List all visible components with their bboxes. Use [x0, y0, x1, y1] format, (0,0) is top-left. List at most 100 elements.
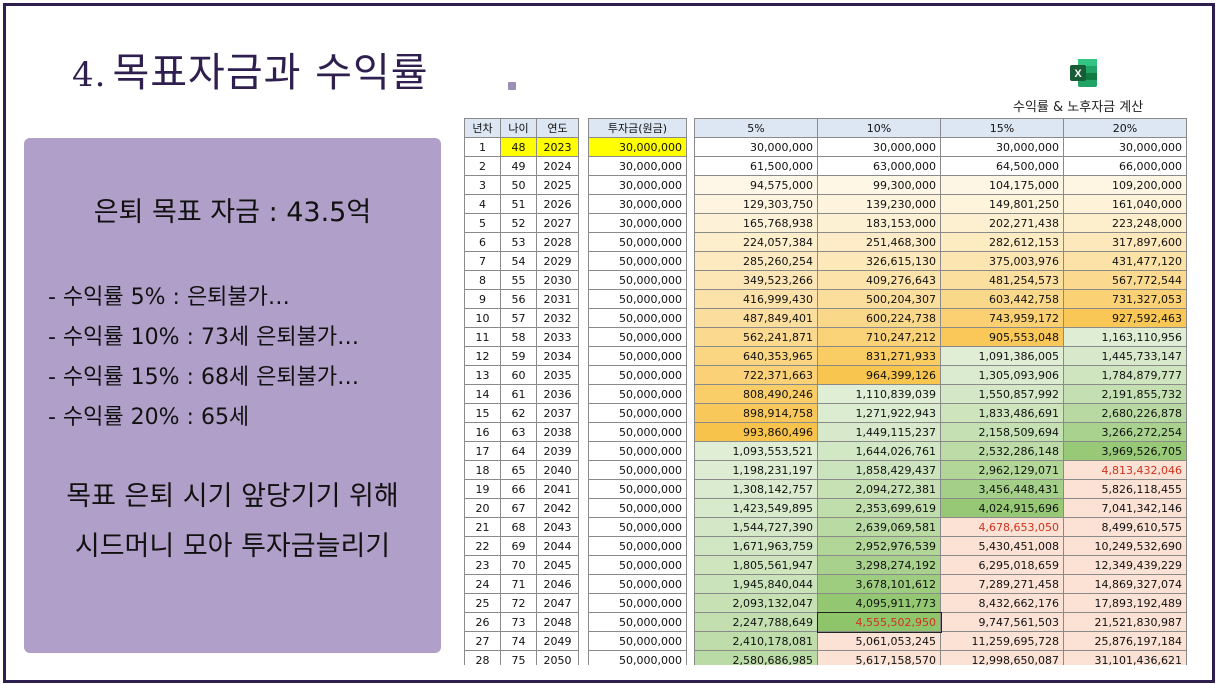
balance-cell[interactable]: 500,204,307 — [817, 289, 941, 309]
balance-cell[interactable]: 104,175,000 — [940, 175, 1064, 195]
balance-cell[interactable]: 8,432,662,176 — [940, 593, 1064, 613]
balance-cell[interactable]: 1,449,115,237 — [817, 422, 941, 442]
balance-cell[interactable]: 808,490,246 — [694, 384, 818, 404]
age-cell[interactable]: 74 — [500, 631, 537, 651]
calendar-year-cell[interactable]: 2024 — [536, 156, 579, 176]
balance-cell[interactable]: 481,254,573 — [940, 270, 1064, 290]
balance-cell[interactable]: 2,580,686,985 — [694, 650, 818, 665]
balance-cell[interactable]: 63,000,000 — [817, 156, 941, 176]
calendar-year-cell[interactable]: 2043 — [536, 517, 579, 537]
investment-cell[interactable]: 50,000,000 — [588, 289, 687, 309]
balance-cell[interactable]: 5,826,118,455 — [1063, 479, 1187, 499]
calendar-year-cell[interactable]: 2047 — [536, 593, 579, 613]
balance-cell[interactable]: 6,295,018,659 — [940, 555, 1064, 575]
calendar-year-cell[interactable]: 2042 — [536, 498, 579, 518]
investment-cell[interactable]: 30,000,000 — [588, 175, 687, 195]
age-cell[interactable]: 63 — [500, 422, 537, 442]
year-cell[interactable]: 19 — [464, 479, 501, 499]
investment-cell[interactable]: 30,000,000 — [588, 156, 687, 176]
balance-cell[interactable]: 5,617,158,570 — [817, 650, 941, 665]
age-cell[interactable]: 73 — [500, 612, 537, 632]
balance-cell[interactable]: 7,289,271,458 — [940, 574, 1064, 594]
balance-cell[interactable]: 61,500,000 — [694, 156, 818, 176]
balance-cell[interactable]: 2,639,069,581 — [817, 517, 941, 537]
balance-cell[interactable]: 1,644,026,761 — [817, 441, 941, 461]
year-cell[interactable]: 1 — [464, 137, 501, 157]
age-cell[interactable]: 53 — [500, 232, 537, 252]
balance-cell[interactable]: 224,057,384 — [694, 232, 818, 252]
balance-cell[interactable]: 14,869,327,074 — [1063, 574, 1187, 594]
investment-cell[interactable]: 50,000,000 — [588, 479, 687, 499]
age-cell[interactable]: 68 — [500, 517, 537, 537]
age-cell[interactable]: 69 — [500, 536, 537, 556]
balance-cell[interactable]: 2,191,855,732 — [1063, 384, 1187, 404]
calendar-year-cell[interactable]: 2029 — [536, 251, 579, 271]
balance-cell[interactable]: 165,768,938 — [694, 213, 818, 233]
balance-cell[interactable]: 487,849,401 — [694, 308, 818, 328]
balance-cell[interactable]: 25,876,197,184 — [1063, 631, 1187, 651]
year-cell[interactable]: 15 — [464, 403, 501, 423]
investment-cell[interactable]: 30,000,000 — [588, 194, 687, 214]
balance-cell[interactable]: 2,680,226,878 — [1063, 403, 1187, 423]
year-cell[interactable]: 22 — [464, 536, 501, 556]
balance-cell[interactable]: 993,860,496 — [694, 422, 818, 442]
year-cell[interactable]: 24 — [464, 574, 501, 594]
balance-cell[interactable]: 898,914,758 — [694, 403, 818, 423]
investment-cell[interactable]: 50,000,000 — [588, 650, 687, 665]
balance-cell[interactable]: 1,550,857,992 — [940, 384, 1064, 404]
balance-cell[interactable]: 109,200,000 — [1063, 175, 1187, 195]
balance-cell[interactable]: 1,305,093,906 — [940, 365, 1064, 385]
balance-cell[interactable]: 4,095,911,773 — [817, 593, 941, 613]
balance-cell[interactable]: 1,671,963,759 — [694, 536, 818, 556]
balance-cell[interactable]: 7,041,342,146 — [1063, 498, 1187, 518]
calendar-year-cell[interactable]: 2049 — [536, 631, 579, 651]
balance-cell[interactable]: 64,500,000 — [940, 156, 1064, 176]
year-cell[interactable]: 9 — [464, 289, 501, 309]
balance-cell[interactable]: 12,349,439,229 — [1063, 555, 1187, 575]
year-cell[interactable]: 12 — [464, 346, 501, 366]
age-cell[interactable]: 61 — [500, 384, 537, 404]
balance-cell[interactable]: 349,523,266 — [694, 270, 818, 290]
balance-cell[interactable]: 21,521,830,987 — [1063, 612, 1187, 632]
balance-cell[interactable]: 223,248,000 — [1063, 213, 1187, 233]
calendar-year-cell[interactable]: 2027 — [536, 213, 579, 233]
balance-cell[interactable]: 600,224,738 — [817, 308, 941, 328]
balance-cell[interactable]: 5,430,451,008 — [940, 536, 1064, 556]
balance-cell[interactable]: 129,303,750 — [694, 194, 818, 214]
balance-cell[interactable]: 3,678,101,612 — [817, 574, 941, 594]
balance-cell[interactable]: 567,772,544 — [1063, 270, 1187, 290]
balance-cell[interactable]: 4,555,502,950 — [816, 611, 942, 633]
balance-cell[interactable]: 2,410,178,081 — [694, 631, 818, 651]
balance-cell[interactable]: 2,952,976,539 — [817, 536, 941, 556]
calendar-year-cell[interactable]: 2035 — [536, 365, 579, 385]
investment-cell[interactable]: 50,000,000 — [588, 232, 687, 252]
balance-cell[interactable]: 4,813,432,046 — [1063, 460, 1187, 480]
calendar-year-cell[interactable]: 2032 — [536, 308, 579, 328]
balance-cell[interactable]: 202,271,438 — [940, 213, 1064, 233]
year-cell[interactable]: 16 — [464, 422, 501, 442]
excel-icon[interactable]: X — [1070, 58, 1098, 88]
balance-cell[interactable]: 1,858,429,437 — [817, 460, 941, 480]
balance-cell[interactable]: 282,612,153 — [940, 232, 1064, 252]
investment-cell[interactable]: 50,000,000 — [588, 517, 687, 537]
age-cell[interactable]: 57 — [500, 308, 537, 328]
investment-cell[interactable]: 50,000,000 — [588, 555, 687, 575]
calendar-year-cell[interactable]: 2040 — [536, 460, 579, 480]
year-cell[interactable]: 5 — [464, 213, 501, 233]
balance-cell[interactable]: 4,678,653,050 — [940, 517, 1064, 537]
year-cell[interactable]: 20 — [464, 498, 501, 518]
investment-cell[interactable]: 50,000,000 — [588, 574, 687, 594]
balance-cell[interactable]: 3,969,526,705 — [1063, 441, 1187, 461]
column-header[interactable]: 20% — [1063, 118, 1187, 138]
balance-cell[interactable]: 905,553,048 — [940, 327, 1064, 347]
calendar-year-cell[interactable]: 2023 — [536, 137, 579, 157]
column-header[interactable]: 5% — [694, 118, 818, 138]
investment-cell[interactable]: 50,000,000 — [588, 365, 687, 385]
balance-cell[interactable]: 710,247,212 — [817, 327, 941, 347]
balance-cell[interactable]: 603,442,758 — [940, 289, 1064, 309]
age-cell[interactable]: 59 — [500, 346, 537, 366]
age-cell[interactable]: 49 — [500, 156, 537, 176]
balance-cell[interactable]: 2,158,509,694 — [940, 422, 1064, 442]
investment-cell[interactable]: 50,000,000 — [588, 536, 687, 556]
investment-cell[interactable]: 30,000,000 — [588, 213, 687, 233]
